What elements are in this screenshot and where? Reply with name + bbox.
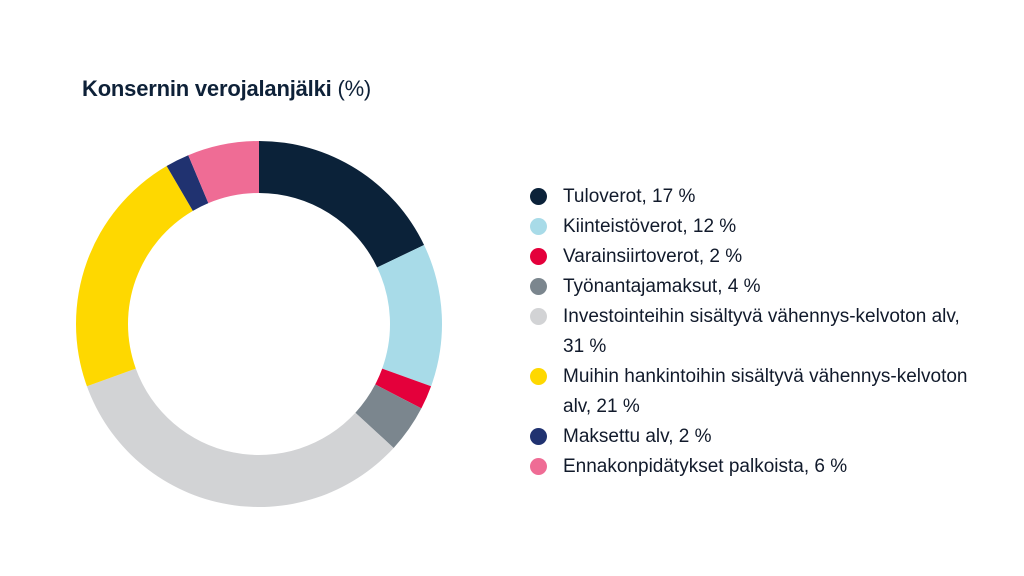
legend-item-6: Muihin hankintoihin sisältyvä vähennys-k… bbox=[530, 362, 1000, 422]
donut-slice-4 bbox=[355, 384, 422, 448]
legend-swatch-6 bbox=[530, 368, 547, 385]
legend-swatch-8 bbox=[530, 458, 547, 475]
donut-slice-2 bbox=[377, 244, 442, 387]
legend-item-7: Maksettu alv, 2 % bbox=[530, 422, 1000, 452]
legend-swatch-3 bbox=[530, 248, 547, 265]
legend-swatch-4 bbox=[530, 278, 547, 295]
donut-slice-7 bbox=[166, 155, 209, 211]
donut-slice-8 bbox=[188, 141, 259, 204]
legend-label-4: Työnantajamaksut, 4 % bbox=[563, 276, 761, 297]
donut-slice-6 bbox=[75, 166, 193, 387]
legend-swatch-7 bbox=[530, 428, 547, 445]
legend-item-3: Varainsiirtoverot, 2 % bbox=[530, 242, 1000, 272]
legend-swatch-2 bbox=[530, 218, 547, 235]
chart-title: Konsernin verojalanjälki (%) bbox=[82, 76, 371, 102]
legend-label-6: Muihin hankintoihin sisältyvä vähennys-k… bbox=[563, 366, 968, 417]
legend-item-1: Tuloverot, 17 % bbox=[530, 182, 1000, 212]
donut-slice-1 bbox=[259, 141, 425, 268]
donut-chart bbox=[75, 141, 442, 507]
legend-item-8: Ennakonpidätykset palkoista, 6 % bbox=[530, 452, 1000, 482]
legend-label-3: Varainsiirtoverot, 2 % bbox=[563, 246, 743, 267]
legend-label-2: Kiinteistöverot, 12 % bbox=[563, 216, 737, 237]
legend-label-7: Maksettu alv, 2 % bbox=[563, 426, 712, 447]
legend-swatch-5 bbox=[530, 308, 547, 325]
donut-slice-3 bbox=[375, 368, 432, 409]
legend-label-1: Tuloverot, 17 % bbox=[563, 186, 696, 207]
donut-slice-5 bbox=[86, 368, 394, 507]
chart-title-unit: (%) bbox=[337, 76, 372, 101]
chart-legend: Tuloverot, 17 % Kiinteistöverot, 12 % Vara… bbox=[530, 182, 1000, 482]
legend-label-5: Investointeihin sisältyvä vähennys-kelvo… bbox=[563, 306, 960, 357]
chart-title-main: Konsernin verojalanjälki bbox=[82, 76, 332, 101]
legend-item-4: Työnantajamaksut, 4 % bbox=[530, 272, 1000, 302]
legend-swatch-1 bbox=[530, 188, 547, 205]
legend-label-8: Ennakonpidätykset palkoista, 6 % bbox=[563, 456, 848, 477]
legend-item-5: Investointeihin sisältyvä vähennys-kelvo… bbox=[530, 302, 1000, 362]
legend-item-2: Kiinteistöverot, 12 % bbox=[530, 212, 1000, 242]
